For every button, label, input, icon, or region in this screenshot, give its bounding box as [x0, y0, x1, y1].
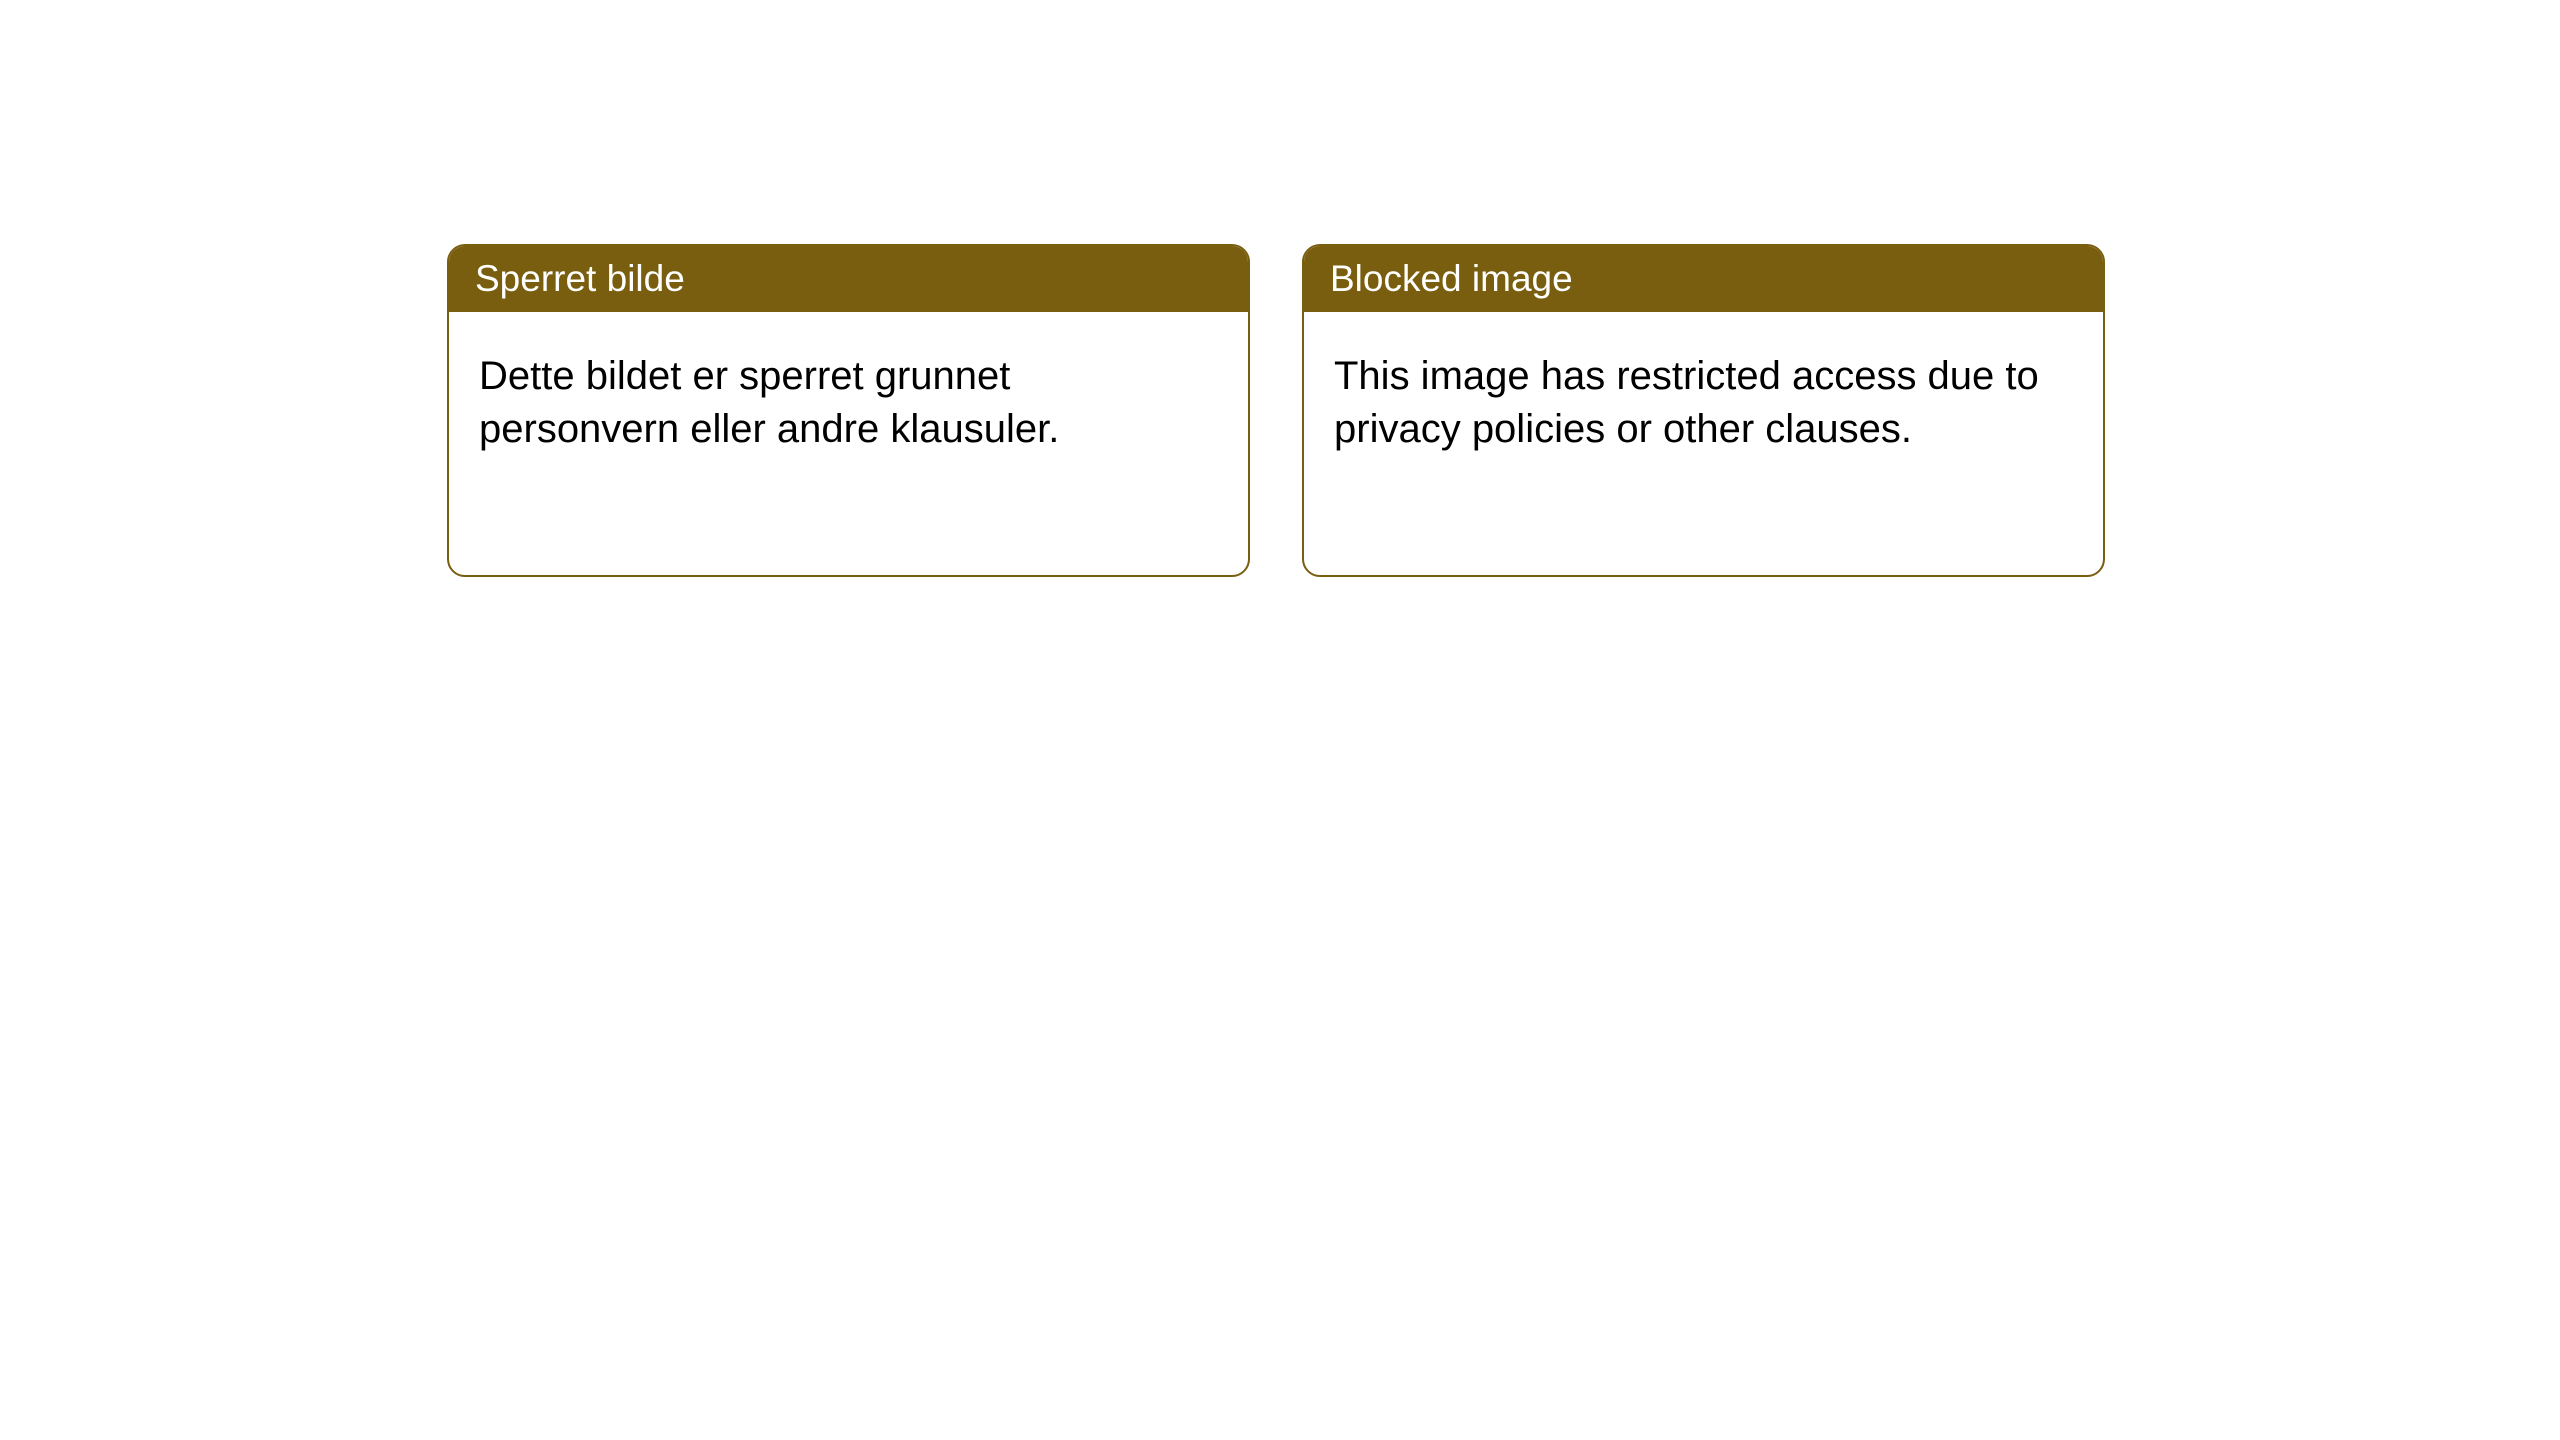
card-body: Dette bildet er sperret grunnet personve… [449, 312, 1248, 494]
card-body: This image has restricted access due to … [1304, 312, 2103, 494]
card-header: Sperret bilde [449, 246, 1248, 312]
notice-cards-container: Sperret bilde Dette bildet er sperret gr… [447, 244, 2105, 577]
card-header: Blocked image [1304, 246, 2103, 312]
notice-card-english: Blocked image This image has restricted … [1302, 244, 2105, 577]
notice-card-norwegian: Sperret bilde Dette bildet er sperret gr… [447, 244, 1250, 577]
